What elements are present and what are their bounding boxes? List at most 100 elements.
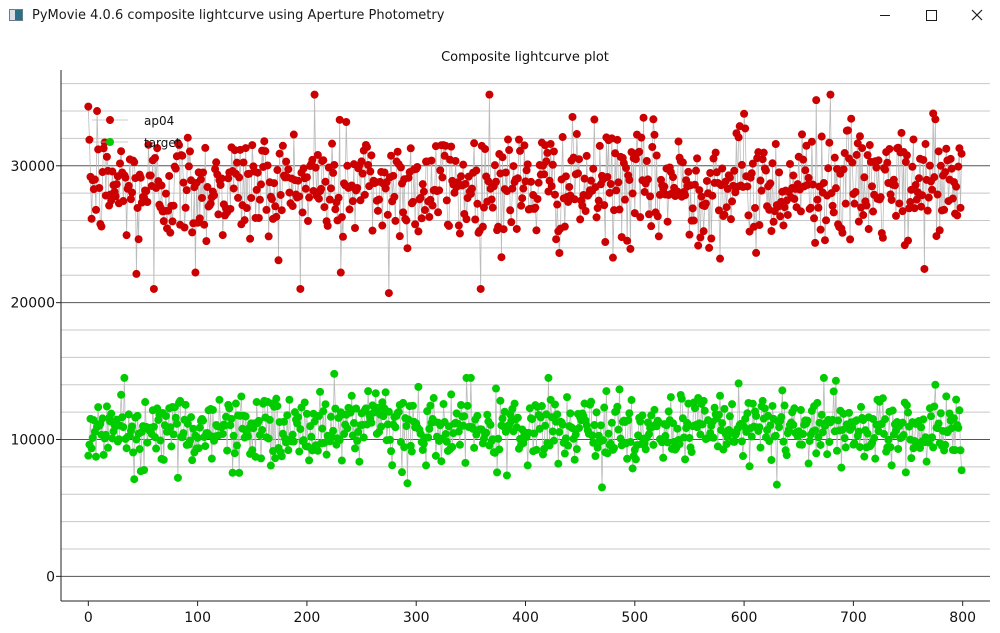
- data-point-ap04: [391, 216, 400, 225]
- data-point-ap04: [952, 182, 961, 191]
- data-point-ap04: [216, 180, 225, 189]
- data-point-target: [149, 422, 158, 431]
- legend[interactable]: ap04 target: [92, 114, 181, 150]
- data-point-target: [870, 434, 879, 443]
- data-point-ap04: [925, 161, 934, 170]
- data-point-ap04: [751, 203, 760, 212]
- data-point-ap04: [663, 217, 672, 226]
- data-point-ap04: [532, 226, 541, 235]
- data-point-ap04: [428, 201, 437, 210]
- x-tick-label: 100: [184, 610, 211, 626]
- data-point-ap04: [694, 241, 703, 250]
- title-bar[interactable]: PyMovie 4.0.6 composite lightcurve using…: [0, 0, 1000, 30]
- data-point-ap04: [892, 211, 901, 220]
- data-point-ap04: [829, 208, 838, 217]
- data-point-target: [241, 412, 250, 421]
- data-point-target: [329, 426, 338, 435]
- maximize-button[interactable]: [908, 0, 954, 30]
- data-point-target: [114, 435, 123, 444]
- data-point-target: [829, 387, 838, 396]
- data-point-ap04: [755, 221, 764, 230]
- data-point-target: [818, 428, 827, 437]
- data-point-ap04: [942, 144, 951, 153]
- data-point-ap04: [806, 203, 815, 212]
- data-point-ap04: [462, 215, 471, 224]
- data-point-target: [571, 430, 580, 439]
- data-point-ap04: [790, 194, 799, 203]
- data-point-target: [878, 394, 887, 403]
- data-point-ap04: [217, 174, 226, 183]
- data-point-target: [91, 452, 100, 461]
- data-point-ap04: [336, 268, 345, 277]
- data-point-target: [491, 384, 500, 393]
- data-point-target: [486, 420, 495, 429]
- data-point-ap04: [620, 195, 629, 204]
- data-point-ap04: [214, 210, 223, 219]
- data-point-target: [930, 402, 939, 411]
- data-point-ap04: [912, 195, 921, 204]
- data-point-ap04: [862, 201, 871, 210]
- data-point-ap04: [390, 192, 399, 201]
- data-point-ap04: [801, 166, 810, 175]
- data-point-target: [564, 441, 573, 450]
- data-point-target: [448, 442, 457, 451]
- data-point-ap04: [308, 155, 317, 164]
- data-point-target: [295, 447, 304, 456]
- data-point-ap04: [636, 213, 645, 222]
- data-point-target: [283, 411, 292, 420]
- data-point-ap04: [425, 212, 434, 221]
- data-point-ap04: [542, 157, 551, 166]
- data-point-target: [789, 420, 798, 429]
- data-point-target: [544, 373, 553, 382]
- y-tick-label: 10000: [10, 433, 55, 449]
- data-point-ap04: [948, 194, 957, 203]
- data-point-ap04: [406, 144, 415, 153]
- data-point-ap04: [906, 198, 915, 207]
- data-point-ap04: [622, 164, 631, 173]
- data-point-target: [98, 414, 107, 423]
- data-point-ap04: [97, 222, 106, 231]
- data-point-ap04: [851, 188, 860, 197]
- plot-area[interactable]: Composite lightcurve plot 0 10000 20000 300…: [0, 30, 1000, 629]
- data-point-ap04: [481, 145, 490, 154]
- data-point-ap04: [650, 130, 659, 139]
- close-button[interactable]: [954, 0, 1000, 30]
- data-point-target: [596, 421, 605, 430]
- data-point-target: [755, 423, 764, 432]
- data-point-ap04: [254, 214, 263, 222]
- data-point-target: [128, 422, 137, 431]
- data-point-ap04: [769, 217, 778, 226]
- app-window-icon: [9, 9, 23, 21]
- lightcurve-chart[interactable]: Composite lightcurve plot 0 10000 20000 300…: [0, 30, 1000, 629]
- data-point-ap04: [812, 96, 821, 105]
- data-point-ap04: [565, 182, 574, 191]
- data-point-ap04: [796, 207, 805, 216]
- data-point-ap04: [264, 232, 273, 241]
- data-point-ap04: [273, 166, 282, 175]
- data-point-ap04: [685, 230, 694, 239]
- minimize-button[interactable]: [862, 0, 908, 30]
- data-point-ap04: [831, 184, 840, 193]
- data-point-target: [473, 411, 482, 420]
- data-point-ap04: [252, 185, 261, 194]
- data-point-target: [614, 425, 623, 434]
- data-point-ap04: [582, 151, 591, 160]
- data-point-ap04: [85, 135, 94, 144]
- data-point-ap04: [594, 196, 603, 205]
- data-point-ap04: [919, 155, 928, 164]
- data-point-ap04: [533, 195, 542, 204]
- data-point-target: [322, 450, 331, 459]
- data-point-target: [641, 445, 650, 454]
- data-point-target: [207, 454, 216, 463]
- data-point-ap04: [383, 210, 392, 219]
- data-point-target: [359, 433, 368, 442]
- data-point-target: [264, 434, 273, 443]
- data-point-target: [426, 401, 435, 410]
- data-point-ap04: [878, 233, 887, 242]
- data-point-target: [752, 411, 761, 420]
- x-tick-label: 600: [731, 610, 758, 626]
- data-point-target: [698, 420, 707, 429]
- data-point-ap04: [191, 268, 200, 277]
- data-point-target: [414, 382, 423, 391]
